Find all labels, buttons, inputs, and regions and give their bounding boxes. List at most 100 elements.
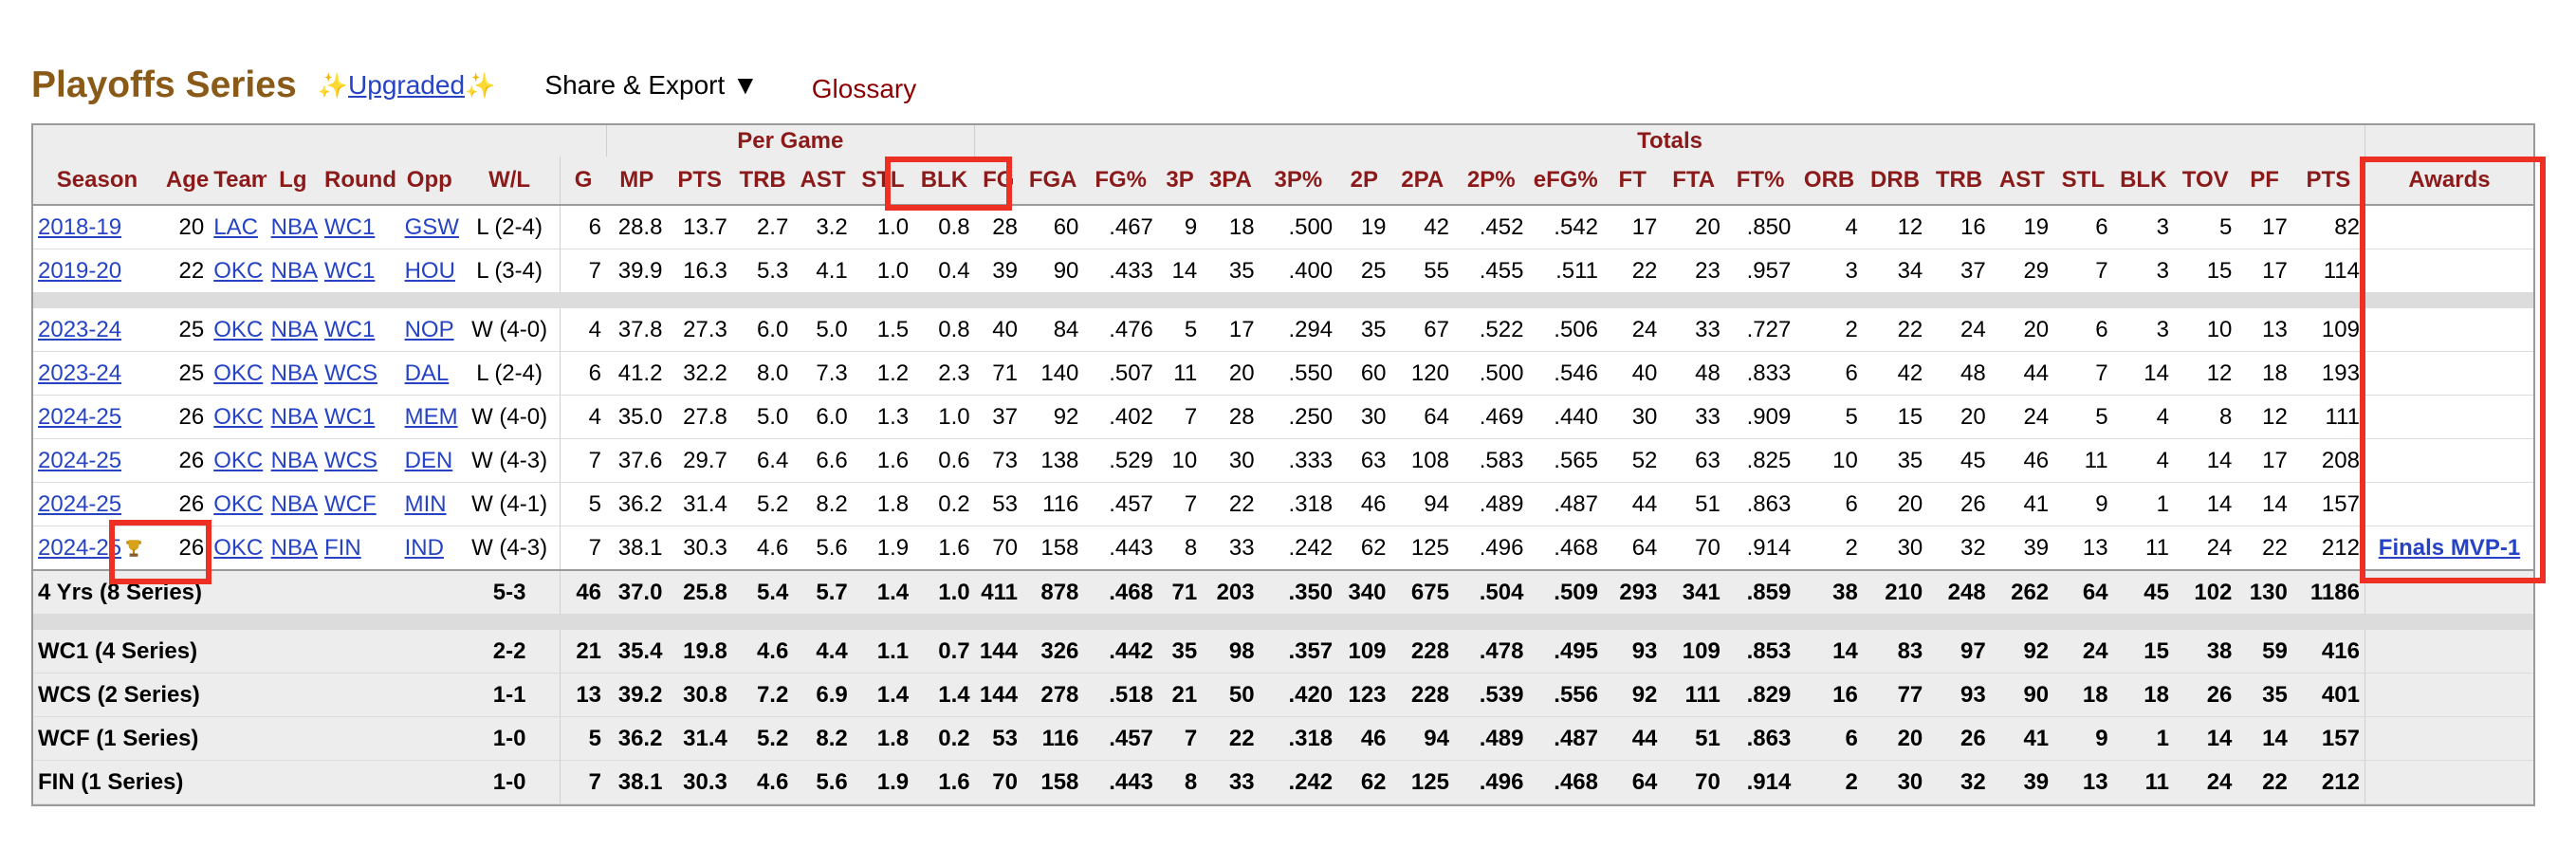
- column-header-fg[interactable]: FG: [974, 157, 1022, 206]
- column-header-3p[interactable]: 3P: [1157, 157, 1203, 206]
- column-header-orb[interactable]: ORB: [1795, 157, 1863, 206]
- stat-cell-2pa: 55: [1390, 249, 1454, 293]
- opponent-link[interactable]: MIN: [404, 490, 447, 517]
- opponent-link[interactable]: DEN: [404, 447, 453, 473]
- column-header-round[interactable]: Round: [320, 157, 400, 206]
- column-header-blk[interactable]: BLK: [913, 157, 975, 206]
- column-header-fg-[interactable]: FG%: [1083, 157, 1158, 206]
- stat-cell-drb: 42: [1862, 351, 1928, 396]
- season-link[interactable]: 2024-25: [38, 490, 122, 517]
- stat-cell-mp: 38.1: [606, 526, 668, 571]
- stat-cell-trb: 5.2: [731, 482, 794, 526]
- round-link[interactable]: WCS: [324, 360, 378, 386]
- column-header-stl[interactable]: STL: [852, 157, 914, 206]
- column-header-2pa[interactable]: 2PA: [1390, 157, 1454, 206]
- round-link[interactable]: WC1: [324, 403, 376, 430]
- column-header-pts[interactable]: PTS: [667, 157, 732, 206]
- column-header-pts[interactable]: PTS: [2291, 157, 2365, 206]
- column-header-season[interactable]: Season: [33, 157, 161, 206]
- column-header-trb[interactable]: TRB: [731, 157, 794, 206]
- column-header-3p-[interactable]: 3P%: [1259, 157, 1338, 206]
- stat-cell-g: 6: [560, 205, 607, 249]
- column-header-drb[interactable]: DRB: [1862, 157, 1928, 206]
- season-link[interactable]: 2018-19: [38, 213, 122, 240]
- column-header-trb[interactable]: TRB: [1927, 157, 1991, 206]
- round-link[interactable]: WC1: [324, 316, 376, 342]
- season-link[interactable]: 2019-20: [38, 257, 122, 284]
- column-header-w-l[interactable]: W/L: [458, 157, 561, 206]
- stat-cell-ast: 41: [1990, 482, 2054, 526]
- summary-stat-pts: 157: [2291, 716, 2365, 761]
- season-link[interactable]: 2023-24: [38, 316, 122, 342]
- opponent-link[interactable]: NOP: [404, 316, 454, 342]
- round-link[interactable]: WC1: [324, 213, 376, 240]
- column-header-2p[interactable]: 2P: [1337, 157, 1391, 206]
- column-header-fta[interactable]: FTA: [1662, 157, 1725, 206]
- column-header-ft-[interactable]: FT%: [1724, 157, 1796, 206]
- team-link[interactable]: OKC: [213, 490, 264, 517]
- column-header-mp[interactable]: MP: [606, 157, 668, 206]
- team-link[interactable]: OKC: [213, 403, 264, 430]
- column-header-stl[interactable]: STL: [2053, 157, 2113, 206]
- column-header-fga[interactable]: FGA: [1021, 157, 1084, 206]
- column-header-ast[interactable]: AST: [793, 157, 853, 206]
- stat-cell-pf: 17: [2236, 438, 2292, 483]
- column-header-team[interactable]: Team: [209, 157, 267, 206]
- age-cell: 26: [160, 482, 210, 526]
- team-link[interactable]: OKC: [213, 534, 264, 561]
- column-header-ast[interactable]: AST: [1990, 157, 2054, 206]
- stat-cell-2pa: 42: [1390, 205, 1454, 249]
- season-link[interactable]: 2024-25: [38, 447, 122, 473]
- summary-stat-pts: 30.8: [667, 673, 732, 717]
- column-header-age[interactable]: Age: [160, 157, 210, 206]
- round-link[interactable]: WCS: [324, 447, 378, 473]
- opponent-link[interactable]: HOU: [404, 257, 455, 284]
- team-link[interactable]: OKC: [213, 360, 264, 386]
- team-link[interactable]: OKC: [213, 447, 264, 473]
- stat-cell-fga: 138: [1021, 438, 1084, 483]
- team-link[interactable]: LAC: [213, 213, 258, 240]
- round-link[interactable]: WCF: [324, 490, 377, 517]
- finals-mvp-link[interactable]: Finals MVP-1: [2378, 534, 2521, 561]
- league-link[interactable]: NBA: [270, 316, 318, 342]
- league-link[interactable]: NBA: [270, 534, 318, 561]
- opponent-link[interactable]: MEM: [404, 403, 458, 430]
- column-header-awards[interactable]: Awards: [2364, 157, 2533, 206]
- column-header-3pa[interactable]: 3PA: [1202, 157, 1260, 206]
- league-link[interactable]: NBA: [270, 403, 318, 430]
- column-header-efg-[interactable]: eFG%: [1528, 157, 1603, 206]
- stat-cell-2pa: 67: [1390, 308, 1454, 352]
- share-export-menu[interactable]: Share & Export ▼: [544, 70, 759, 100]
- column-header-ft[interactable]: FT: [1603, 157, 1663, 206]
- opponent-link[interactable]: GSW: [404, 213, 459, 240]
- column-header-2p-[interactable]: 2P%: [1453, 157, 1529, 206]
- league-link[interactable]: NBA: [270, 490, 318, 517]
- league-link[interactable]: NBA: [270, 213, 318, 240]
- opponent-link[interactable]: DAL: [404, 360, 450, 386]
- league-link[interactable]: NBA: [270, 447, 318, 473]
- summary-stat-2p: 46: [1337, 716, 1391, 761]
- column-header-blk[interactable]: BLK: [2112, 157, 2174, 206]
- upgraded-link[interactable]: Upgraded: [348, 70, 466, 100]
- column-header-tov[interactable]: TOV: [2173, 157, 2237, 206]
- season-link[interactable]: 2024-25: [38, 403, 122, 430]
- opponent-link[interactable]: IND: [404, 534, 444, 561]
- season-link[interactable]: 2023-24: [38, 360, 122, 386]
- summary-stat-3p-: .350: [1259, 569, 1338, 615]
- league-link[interactable]: NBA: [270, 257, 318, 284]
- season-link[interactable]: 2024-25: [38, 534, 122, 561]
- column-header-lg[interactable]: Lg: [266, 157, 321, 206]
- column-header-g[interactable]: G: [560, 157, 607, 206]
- round-link[interactable]: FIN: [324, 534, 361, 561]
- league-link[interactable]: NBA: [270, 360, 318, 386]
- column-header-pf[interactable]: PF: [2236, 157, 2292, 206]
- round-link[interactable]: WC1: [324, 257, 376, 284]
- stat-cell-3p: 7: [1157, 482, 1203, 526]
- season-cell: 2019-20: [33, 249, 161, 293]
- team-link[interactable]: OKC: [213, 316, 264, 342]
- stat-cell-3pa: 17: [1202, 308, 1260, 352]
- column-header-opp[interactable]: Opp: [399, 157, 459, 206]
- glossary-button[interactable]: Glossary: [811, 74, 917, 103]
- summary-stat-2p-: .489: [1453, 716, 1529, 761]
- team-link[interactable]: OKC: [213, 257, 264, 284]
